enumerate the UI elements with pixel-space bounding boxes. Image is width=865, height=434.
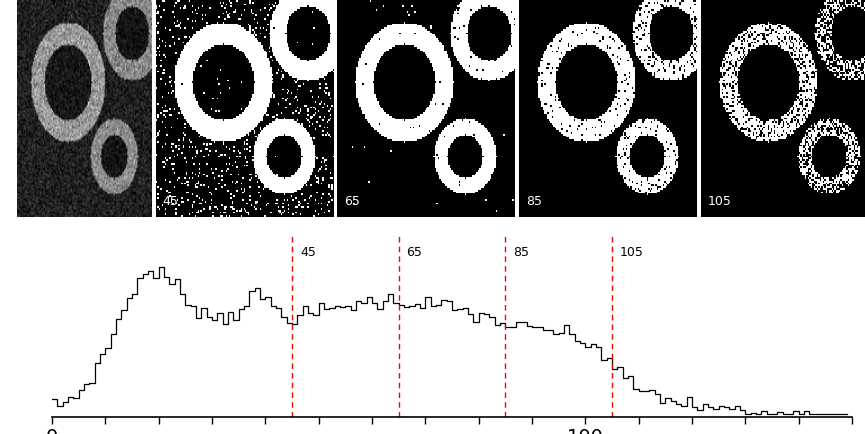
Text: 45: 45 — [163, 195, 179, 208]
Text: 65: 65 — [344, 195, 361, 208]
Text: 105: 105 — [708, 195, 732, 208]
Text: 105: 105 — [620, 247, 644, 260]
Text: 85: 85 — [526, 195, 542, 208]
Text: 65: 65 — [407, 247, 422, 260]
Text: 85: 85 — [513, 247, 529, 260]
Text: 45: 45 — [300, 247, 316, 260]
